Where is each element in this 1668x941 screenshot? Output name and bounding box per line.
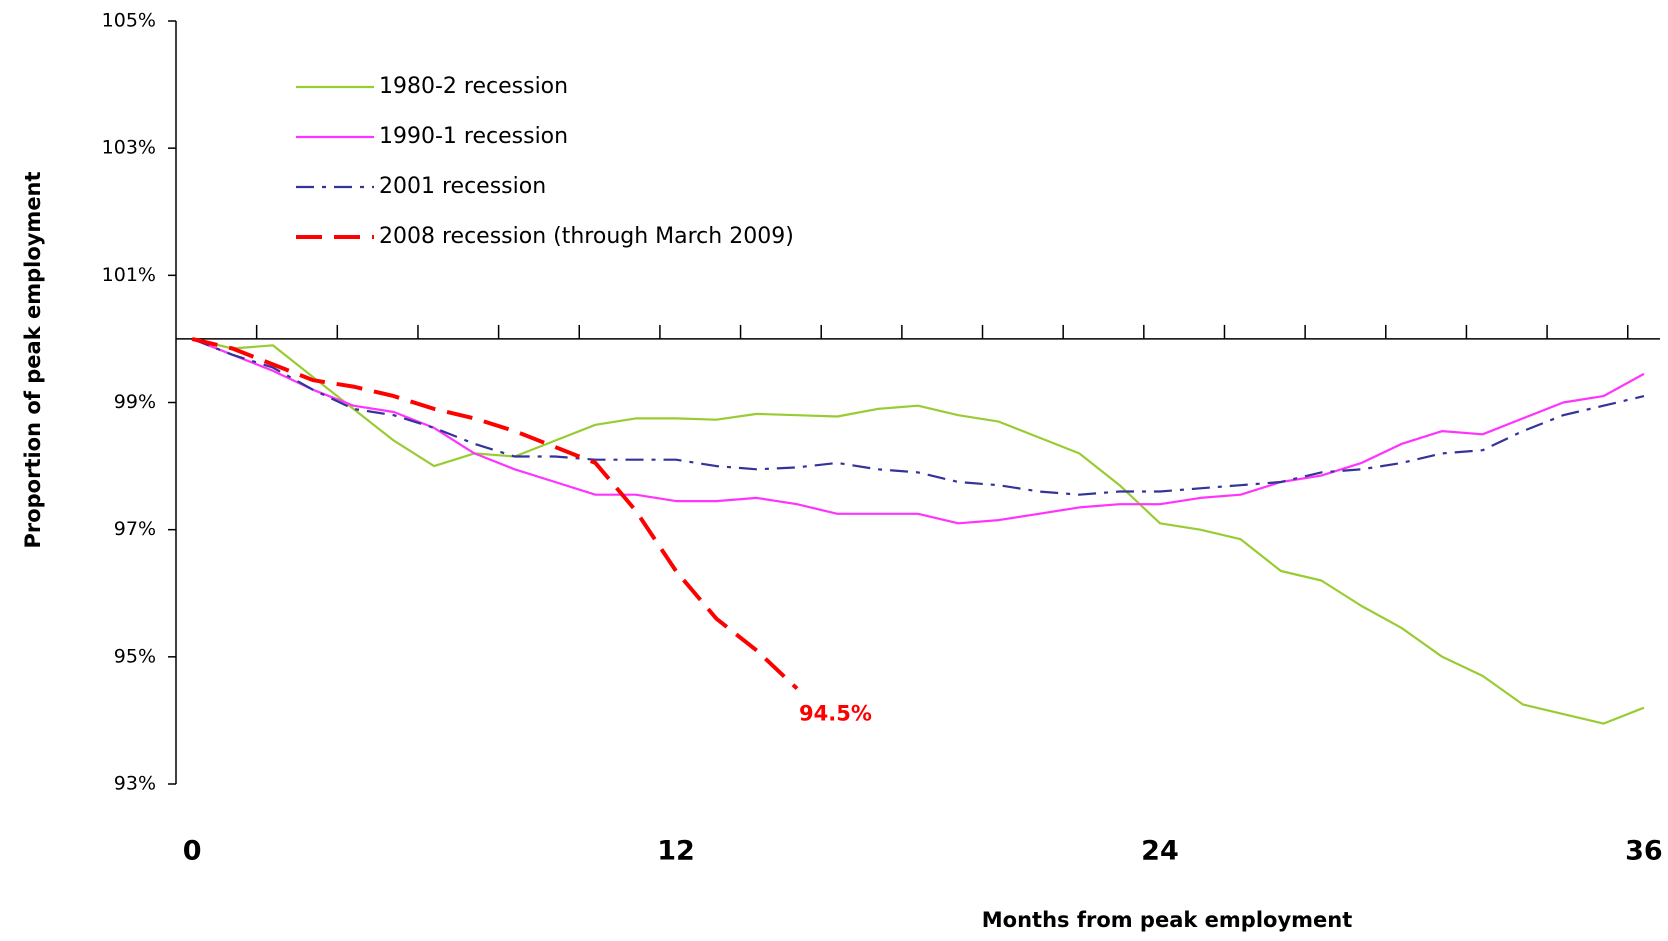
series-line xyxy=(191,337,1645,496)
x-tick-label: 24 xyxy=(1141,836,1179,867)
y-tick-label: 93% xyxy=(114,773,156,795)
legend-label: 1990-1 recession xyxy=(379,124,568,149)
y-axis-title: Proportion of peak employment xyxy=(21,171,45,548)
y-tick-label: 99% xyxy=(114,391,156,413)
y-tick-label: 97% xyxy=(114,518,156,540)
legend-label: 2008 recession (through March 2009) xyxy=(379,224,794,249)
x-tick-label: 0 xyxy=(183,836,202,867)
x-axis-title: Months from peak employment xyxy=(982,908,1353,932)
series-line xyxy=(191,337,1645,725)
x-tick-label: 12 xyxy=(657,836,695,867)
y-tick-label: 95% xyxy=(114,645,156,667)
series-line xyxy=(191,336,799,691)
legend-label: 2001 recession xyxy=(379,174,546,199)
legend-label: 1980-2 recession xyxy=(379,74,568,99)
y-tick-label: 101% xyxy=(102,264,156,286)
y-tick-label: 103% xyxy=(102,137,156,159)
data-label: 94.5% xyxy=(799,702,872,726)
y-tick-label: 105% xyxy=(102,10,156,32)
x-tick-label: 36 xyxy=(1625,836,1663,867)
series-line xyxy=(191,337,1645,525)
